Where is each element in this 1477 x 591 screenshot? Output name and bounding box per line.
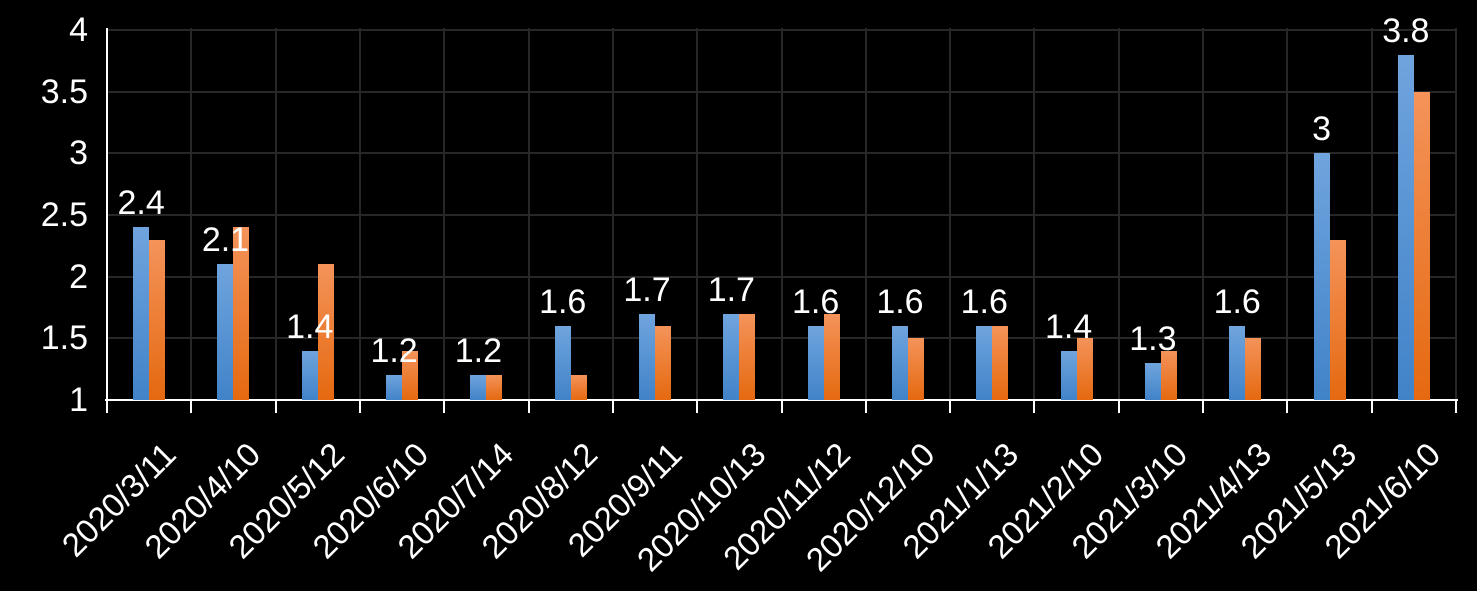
- bar-value-label: 3.8: [1382, 11, 1430, 50]
- x-axis-tick: [527, 400, 530, 413]
- x-axis-tick: [1455, 400, 1457, 413]
- bar-orange[interactable]: [1160, 350, 1177, 400]
- bar-value-label: 1.3: [1129, 320, 1177, 358]
- gridline-vertical: [1117, 28, 1120, 400]
- y-axis-tick-label: 1: [69, 381, 88, 419]
- y-axis-tick-label: 2: [69, 257, 88, 296]
- bar-orange[interactable]: [1245, 338, 1262, 400]
- bar-value-label: 1.6: [1213, 283, 1261, 321]
- bar-value-label: 3: [1312, 110, 1331, 149]
- x-axis-tick: [190, 400, 193, 413]
- x-axis-tick: [864, 400, 867, 413]
- x-axis-tick: [106, 400, 108, 413]
- gridline-vertical: [443, 28, 446, 400]
- bar-orange[interactable]: [570, 375, 587, 400]
- gridline-vertical: [358, 28, 361, 400]
- bar-blue[interactable]: [1144, 363, 1161, 400]
- gridline-vertical: [527, 28, 530, 400]
- x-axis-tick: [358, 400, 361, 413]
- bar-orange[interactable]: [1076, 338, 1093, 400]
- x-axis-tick: [274, 400, 277, 413]
- x-axis-tick: [1202, 400, 1205, 413]
- gridline-vertical: [274, 28, 277, 400]
- bar-blue[interactable]: [554, 326, 571, 400]
- bar-orange[interactable]: [907, 338, 924, 400]
- bar-orange[interactable]: [233, 227, 250, 400]
- y-axis-tick-label: 3: [69, 134, 88, 173]
- bar-value-label: 1.4: [286, 307, 334, 346]
- bar-blue[interactable]: [301, 350, 318, 400]
- gridline-vertical: [864, 28, 867, 400]
- gridline-vertical: [611, 28, 614, 400]
- gridline-vertical: [1370, 28, 1373, 400]
- bar-value-label: 1.7: [623, 270, 671, 309]
- bar-blue[interactable]: [891, 326, 908, 400]
- bar-blue[interactable]: [639, 313, 656, 400]
- y-axis-tick-label: 4: [69, 11, 88, 49]
- x-axis-tick: [949, 400, 952, 413]
- bar-value-label: 1.2: [370, 332, 418, 371]
- bar-value-label: 1.7: [707, 270, 755, 309]
- y-axis-tick-label: 1.5: [40, 319, 88, 358]
- bar-orange[interactable]: [1413, 91, 1430, 400]
- bar-value-label: 1.4: [1044, 307, 1093, 346]
- bar-value-label: 1.6: [539, 283, 587, 321]
- gridline-vertical: [1202, 28, 1205, 400]
- gridline-vertical: [696, 28, 699, 400]
- bar-orange[interactable]: [402, 350, 419, 400]
- bar-orange[interactable]: [1329, 239, 1346, 400]
- y-axis-tick-label: 3.5: [40, 72, 88, 111]
- x-axis-tick: [696, 400, 699, 413]
- gridline-vertical: [1033, 28, 1036, 400]
- bar-blue[interactable]: [1229, 326, 1246, 400]
- x-axis-tick: [1117, 400, 1120, 413]
- x-axis-tick: [780, 400, 783, 413]
- bar-blue[interactable]: [470, 375, 487, 400]
- gridline-vertical: [949, 28, 952, 400]
- gridline-vertical: [190, 28, 193, 400]
- bar-value-label: 1.2: [454, 332, 503, 371]
- x-axis-tick: [1370, 400, 1373, 413]
- bar-value-label: 1.6: [960, 283, 1008, 321]
- y-axis-line: [106, 28, 108, 401]
- bar-blue[interactable]: [976, 326, 993, 400]
- x-axis-tick: [1033, 400, 1036, 413]
- bar-blue[interactable]: [807, 326, 824, 400]
- y-axis-tick-label: 2.5: [40, 196, 88, 234]
- bar-orange[interactable]: [486, 375, 503, 400]
- bar-blue[interactable]: [1397, 54, 1414, 400]
- bar-orange[interactable]: [655, 326, 672, 400]
- bar-orange[interactable]: [149, 239, 166, 400]
- bar-value-label: 2.4: [117, 184, 165, 223]
- x-axis-tick: [1286, 400, 1289, 413]
- bar-blue[interactable]: [1313, 153, 1330, 400]
- bar-orange[interactable]: [823, 313, 840, 400]
- bar-blue[interactable]: [133, 227, 150, 400]
- gridline-vertical: [1286, 28, 1289, 400]
- bar-blue[interactable]: [386, 375, 403, 400]
- bar-orange[interactable]: [992, 326, 1009, 400]
- bar-orange[interactable]: [739, 313, 756, 400]
- bar-orange[interactable]: [317, 264, 334, 400]
- gridline-vertical: [780, 28, 783, 400]
- bar-value-label: 2.1: [201, 221, 250, 260]
- bar-blue[interactable]: [1060, 350, 1077, 400]
- bar-blue[interactable]: [217, 264, 234, 400]
- bar-value-label: 1.6: [792, 283, 840, 321]
- x-axis-tick: [443, 400, 446, 413]
- bar-blue[interactable]: [723, 313, 740, 400]
- bar-value-label: 1.6: [876, 283, 924, 321]
- x-axis-tick: [611, 400, 614, 413]
- gridline-vertical: [1455, 28, 1457, 400]
